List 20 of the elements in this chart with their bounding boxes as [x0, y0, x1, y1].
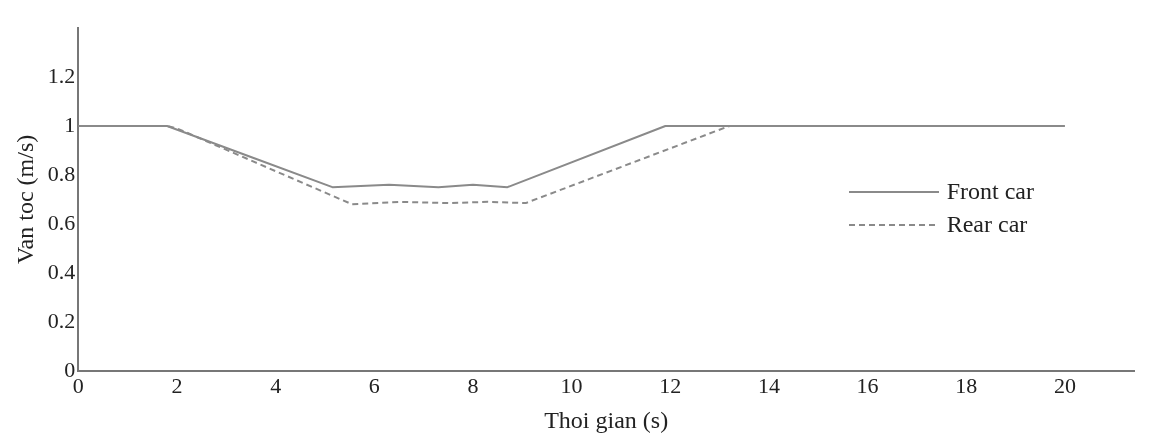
x-tick-label: 16: [856, 372, 879, 398]
x-tick-label: 10: [560, 372, 583, 398]
x-tick-label: 18: [955, 372, 978, 398]
legend-label: Rear car: [946, 211, 1028, 238]
x-tick-label: 14: [757, 372, 780, 398]
y-tick-label: 1: [64, 111, 76, 137]
x-tick-label: 6: [368, 372, 380, 398]
y-axis-title: Van toc (m/s): [11, 134, 38, 265]
y-tick-label: 0.2: [47, 307, 76, 333]
x-tick-label: 2: [171, 372, 183, 398]
y-tick-label: 1.2: [47, 62, 76, 88]
x-axis-title: Thoi gian (s): [544, 406, 669, 433]
x-tick-label: 20: [1053, 372, 1076, 398]
legend-label: Front car: [946, 178, 1034, 205]
y-tick-label: 0.8: [47, 160, 76, 186]
x-tick-label: 4: [270, 372, 282, 398]
y-tick-label: 0.4: [47, 258, 76, 284]
y-tick-label: 0.6: [47, 209, 76, 235]
x-tick-label: 8: [467, 372, 479, 398]
x-tick-label: 12: [659, 372, 682, 398]
